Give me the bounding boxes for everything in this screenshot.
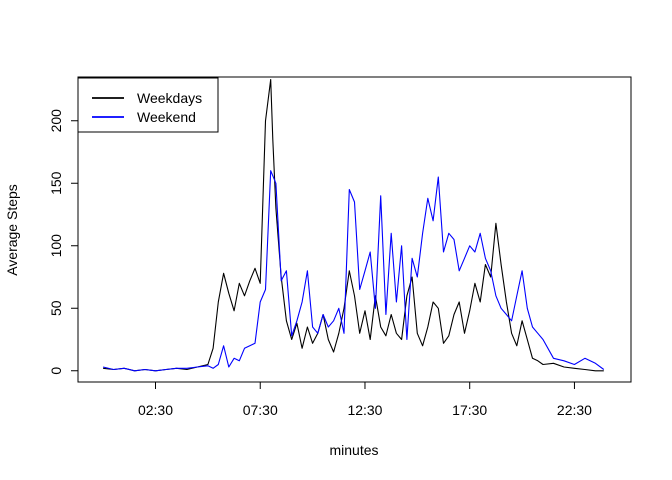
legend-label-weekdays: Weekdays	[137, 90, 202, 106]
series-line-weekend	[102, 170, 605, 372]
y-axis: 0 50 100 150 200	[48, 109, 79, 375]
y-tick-label: 200	[48, 109, 64, 133]
x-tick-label: 22:30	[557, 402, 592, 418]
series-layer	[102, 78, 605, 372]
y-tick-label: 0	[48, 367, 64, 375]
legend-label-weekend: Weekend	[137, 109, 196, 125]
x-tick-label: 17:30	[452, 402, 487, 418]
series-line-weekdays	[103, 78, 604, 372]
x-axis: 02:30 07:30 12:30 17:30 22:30	[138, 381, 592, 418]
y-tick-label: 100	[48, 234, 64, 258]
y-tick-label: 50	[48, 300, 64, 316]
x-tick-label: 07:30	[243, 402, 278, 418]
legend: Weekdays Weekend	[77, 77, 219, 133]
x-axis-title: minutes	[329, 442, 378, 458]
x-tick-label: 12:30	[347, 402, 382, 418]
x-tick-label: 02:30	[138, 402, 173, 418]
y-tick-label: 150	[48, 171, 64, 195]
legend-box	[77, 77, 219, 133]
y-axis-title: Average Steps	[4, 184, 20, 276]
